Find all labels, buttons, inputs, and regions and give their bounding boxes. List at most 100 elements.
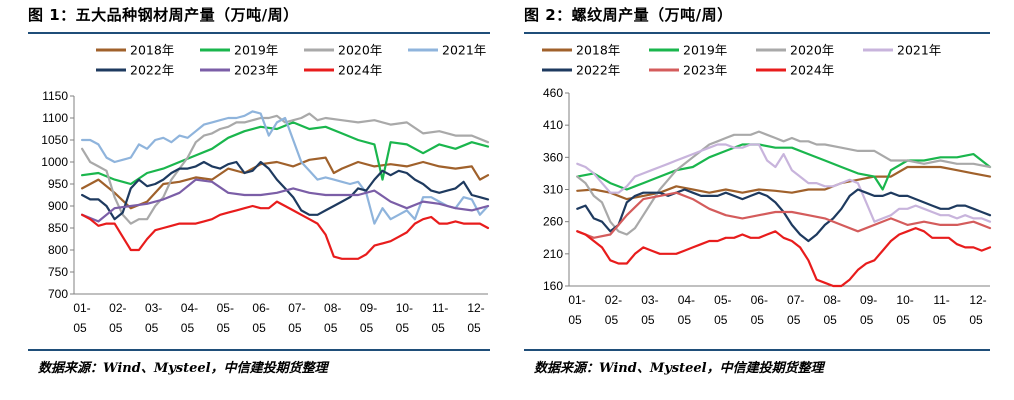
line-chart-rebar-output: 2018年 2019年 2020年 2021年 2022年 2023年 2024年 160 21… [542,43,992,327]
y-tick-label: 950 [48,177,68,191]
x-tick-label: 05 [181,321,195,335]
x-tick-label: 12- [467,301,484,315]
legend-label: 2020年 [790,43,834,58]
x-tick-label: 06- [751,293,768,307]
y-tick-label: 310 [543,183,563,197]
x-tick-label: 05 [396,321,410,335]
x-tick-label: 05 [109,321,123,335]
series-line [80,160,490,221]
x-tick-label: 05 [751,313,765,327]
y-tick-label: 1000 [41,155,68,169]
x-tick-label: 04- [181,301,198,315]
legend-label: 2018年 [130,43,174,58]
x-tick-label: 05- [714,293,731,307]
legend-label: 2019年 [683,43,727,58]
y-tick-label: 460 [543,86,563,100]
x-tick-label: 11- [432,301,448,315]
y-tick-label: 1150 [42,89,68,103]
y-tick-label: 900 [48,199,68,213]
y-tick-label: 800 [48,243,68,257]
x-tick-label: 06- [252,301,269,315]
title-divider [28,32,490,34]
legend-label: 2019年 [234,43,278,58]
x-tick-label: 05 [360,321,374,335]
series-line [576,130,992,236]
chart-panel-steel: 图 1：五大品种钢材周产量（万吨/周） 2018年 2019年 2020年 2021年… [0,0,490,345]
legend-label: 2022年 [130,63,174,78]
legend-label: 2021年 [442,43,486,58]
series-line [576,143,992,191]
x-tick-label: 01- [568,293,585,307]
x-tick-label: 05 [432,321,446,335]
y-tick-label: 210 [543,247,563,261]
legend-label: 2024年 [790,63,834,78]
legend-label: 2018年 [576,43,620,58]
x-tick-label: 05- [217,301,234,315]
x-tick-label: 05 [641,313,655,327]
x-tick-label: 05 [568,313,582,327]
series-line [576,191,992,239]
chart-panel-rebar: 图 2：螺纹周产量（万吨/周） 2018年 2019年 2020年 2021年 2022… [524,0,1014,345]
y-tick-label: 850 [48,221,68,235]
series-line [576,227,992,288]
footer-divider [28,349,490,351]
x-tick-label: 03- [145,301,162,315]
legend-label: 2021年 [897,43,941,58]
legend-label: 2024年 [338,63,382,78]
legend-label: 2023年 [683,63,727,78]
x-tick-label: 01- [73,301,90,315]
x-tick-label: 05 [252,321,266,335]
x-tick-label: 05 [896,313,910,327]
x-tick-label: 05 [933,313,947,327]
y-tick-label: 360 [543,150,563,164]
legend-label: 2020年 [338,43,382,58]
x-tick-label: 05 [605,313,619,327]
y-tick-label: 260 [543,215,563,229]
x-tick-label: 05 [324,321,338,335]
chart-title: 图 1：五大品种钢材周产量（万吨/周） [28,6,299,24]
line-chart-steel-output: 2018年 2019年 2020年 2021年 2022年 2023年 2024年 700 75… [41,43,490,335]
y-tick-label: 750 [48,265,68,279]
x-tick-label: 05 [145,321,159,335]
x-tick-label: 08- [324,301,341,315]
x-tick-label: 05 [824,313,838,327]
x-tick-label: 10- [896,293,913,307]
x-tick-label: 05 [288,321,302,335]
footer-divider [524,349,990,351]
x-tick-label: 09- [860,293,877,307]
x-tick-label: 05 [217,321,231,335]
x-tick-label: 07- [288,301,305,315]
source-note: 数据来源：Wind、Mysteel，中信建投期货整理 [534,361,824,376]
x-tick-label: 11- [933,293,949,307]
series-line [80,121,490,186]
series-line [576,165,992,201]
series-line [80,110,490,225]
y-tick-label: 1100 [42,111,68,125]
y-tick-label: 160 [543,279,563,293]
x-tick-label: 07- [787,293,804,307]
x-tick-label: 05 [787,313,801,327]
series-line [80,178,490,223]
x-tick-label: 08- [824,293,841,307]
x-tick-label: 05 [467,321,481,335]
legend-label: 2022年 [576,63,620,78]
x-tick-label: 02- [605,293,622,307]
x-tick-label: 05 [73,321,87,335]
source-note: 数据来源：Wind、Mysteel，中信建投期货整理 [38,361,328,376]
y-tick-label: 700 [48,287,68,301]
x-tick-label: 05 [714,313,728,327]
x-tick-label: 02- [109,301,126,315]
x-tick-label: 05 [678,313,692,327]
x-tick-label: 10- [396,301,413,315]
x-tick-label: 12- [969,293,986,307]
x-tick-label: 05 [969,313,983,327]
y-tick-label: 410 [543,118,563,132]
x-tick-label: 04- [678,293,695,307]
x-tick-label: 03- [641,293,658,307]
series-line [576,143,992,223]
chart-title: 图 2：螺纹周产量（万吨/周） [524,6,733,24]
y-tick-label: 1050 [41,133,68,147]
series-line [80,112,490,225]
x-tick-label: 09- [360,301,377,315]
x-tick-label: 05 [860,313,874,327]
